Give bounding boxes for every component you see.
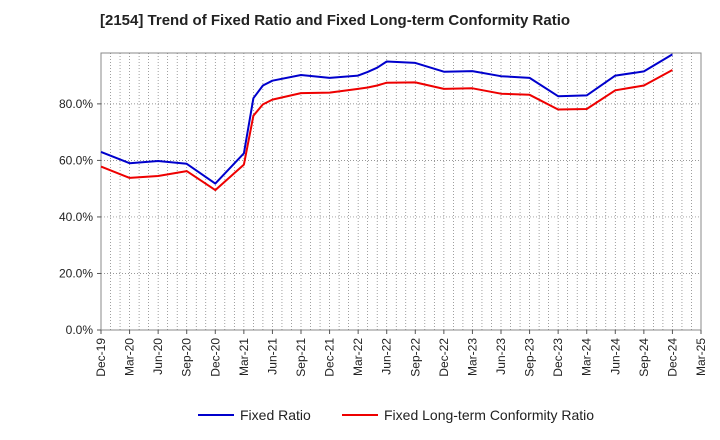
- x-tick-label: Mar-24: [580, 338, 594, 376]
- y-tick-label: 80.0%: [59, 97, 93, 111]
- legend-item-fixed-ratio: Fixed Ratio: [198, 404, 311, 426]
- legend-label-fixed-ratio: Fixed Ratio: [240, 407, 311, 423]
- legend-swatch-fixed-ratio: [198, 414, 234, 416]
- x-tick-label: Mar-22: [351, 338, 365, 376]
- x-tick-label: Sep-24: [637, 338, 651, 377]
- x-tick-label: Dec-19: [94, 338, 108, 377]
- x-tick-label: Jun-22: [380, 338, 394, 375]
- x-tick-label: Sep-22: [408, 338, 422, 377]
- x-tick-label: Dec-23: [551, 338, 565, 377]
- y-tick-label: 20.0%: [59, 266, 93, 280]
- series-line-fixed-long-term-conformity-ratio: [100, 69, 673, 192]
- x-tick-label: Mar-20: [123, 338, 137, 376]
- legend-swatch-fixed-long-term-conformity-ratio: [342, 414, 378, 416]
- x-tick-label: Dec-22: [437, 338, 451, 377]
- x-tick-label: Jun-23: [494, 338, 508, 375]
- x-tick-label: Mar-23: [465, 338, 479, 376]
- chart-legend: Fixed Ratio Fixed Long-term Conformity R…: [0, 404, 720, 426]
- x-tick-label: Sep-23: [523, 338, 537, 377]
- series-line-fixed-ratio: [100, 53, 673, 185]
- plot-area: [100, 52, 702, 331]
- x-tick-label: Mar-25: [694, 338, 708, 376]
- x-tick-label: Sep-20: [180, 338, 194, 377]
- x-tick-label: Jun-24: [608, 338, 622, 375]
- x-tick-label: Sep-21: [294, 338, 308, 377]
- y-tick-label: 60.0%: [59, 153, 93, 167]
- x-tick-label: Mar-21: [237, 338, 251, 376]
- line-chart: 0.0% 20.0% 40.0% 60.0% 80.0% Dec-19 Mar-20 Jun-…: [59, 52, 708, 377]
- y-tick-label: 40.0%: [59, 210, 93, 224]
- x-tick-label: Jun-21: [265, 338, 279, 375]
- chart-title: [2154] Trend of Fixed Ratio and Fixed Lo…: [100, 12, 571, 29]
- x-tick-label: Jun-20: [151, 338, 165, 375]
- x-tick-label: Dec-21: [323, 338, 337, 377]
- x-tick-label: Dec-24: [665, 338, 679, 377]
- x-tick-label: Dec-20: [208, 338, 222, 377]
- legend-label-fixed-long-term-conformity-ratio: Fixed Long-term Conformity Ratio: [384, 407, 595, 423]
- legend-item-fixed-long-term-conformity-ratio: Fixed Long-term Conformity Ratio: [342, 404, 594, 426]
- y-tick-label: 0.0%: [66, 323, 94, 337]
